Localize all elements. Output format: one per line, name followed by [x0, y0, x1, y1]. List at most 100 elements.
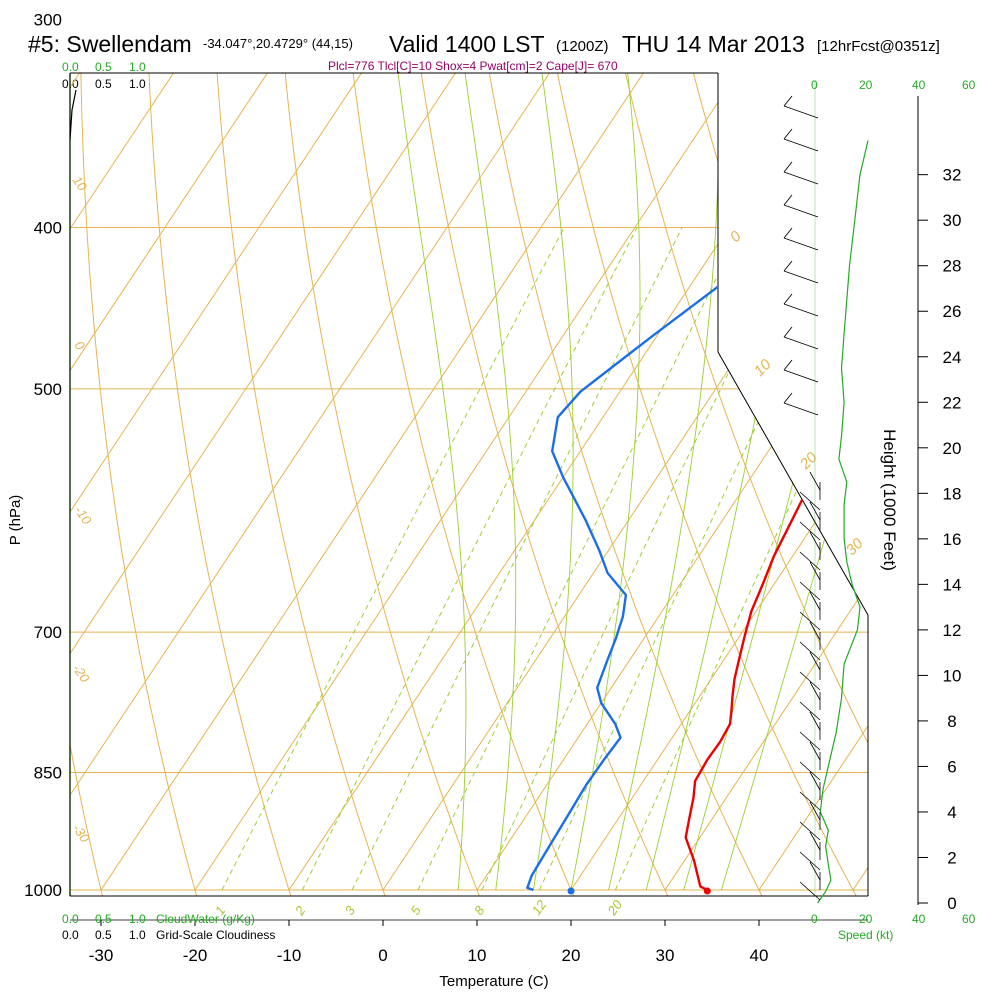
wind-barb — [783, 293, 819, 317]
wind-barb — [783, 194, 819, 218]
height-tick-10: 10 — [943, 666, 962, 685]
pressure-tick-500: 500 — [34, 380, 62, 399]
isotherm — [70, 73, 391, 891]
wind-barb — [799, 611, 821, 631]
isotherm-label: 0 — [727, 227, 745, 245]
isotherm — [758, 73, 868, 891]
wind-barb — [799, 551, 821, 571]
axes: 2503004005007008501000P (hPa)-30-20-1001… — [7, 11, 962, 990]
height-tick-24: 24 — [943, 348, 962, 367]
height-tick-8: 8 — [947, 712, 956, 731]
pressure-tick-850: 850 — [34, 763, 62, 782]
cloudwater-scale-bottom: 0.0 0.5 1.0 CloudWater (g/Kg) — [62, 912, 255, 926]
isotherm — [70, 73, 579, 891]
isotherm — [0, 0, 15, 890]
forecast-date: THU 14 Mar 2013 — [622, 31, 805, 57]
height-tick-32: 32 — [943, 166, 962, 185]
series-temperature — [684, 73, 868, 892]
height-tick-28: 28 — [943, 257, 962, 276]
speed-bot-20: 20 — [859, 912, 873, 926]
speed-label: Speed (kt) — [838, 928, 893, 942]
mixing-ratio-line — [614, 227, 868, 891]
wind-barb — [799, 701, 821, 721]
dry-adiabat — [520, 73, 868, 896]
height-tick-4: 4 — [947, 803, 956, 822]
wind-barb — [799, 731, 821, 751]
y2-axis-label: Height (1000 Feet) — [880, 429, 899, 571]
stability-indices: Plcl=776 Tlcl[C]=10 Shox=4 Pwat[cm]=2 Ca… — [328, 59, 618, 73]
dry-adiabat — [0, 0, 14, 925]
mixing-ratio-label: 8 — [471, 903, 488, 918]
height-tick-12: 12 — [943, 621, 962, 640]
isotherm — [194, 73, 861, 891]
wind-barb — [799, 821, 821, 841]
wind-barb — [799, 881, 821, 901]
temp-tick--20: -20 — [183, 946, 208, 965]
wind-barb — [809, 561, 821, 581]
speed-bot-0: 0 — [811, 912, 818, 926]
isotherm — [70, 73, 109, 891]
mixing-ratio-line — [481, 227, 800, 891]
wind-barb — [799, 761, 821, 781]
isotherm — [476, 73, 868, 891]
surface-temperature-dot — [703, 887, 711, 895]
temp-tick-0: 0 — [378, 946, 387, 965]
wind-barb — [809, 801, 821, 821]
isotherm — [70, 73, 485, 891]
height-tick-30: 30 — [943, 211, 962, 230]
wind-barb — [809, 501, 821, 521]
height-tick-0: 0 — [947, 894, 956, 913]
forecast-info: [12hrFcst@0351z] — [817, 38, 940, 55]
moist-adiabat — [517, 73, 574, 891]
speed-top-20: 20 — [859, 78, 873, 92]
wind-barb — [809, 531, 821, 551]
speed-scale: 0 20 40 60 0 20 40 60 Speed (kt) — [811, 78, 976, 942]
temp-tick-20: 20 — [562, 946, 581, 965]
mixing-ratio-label: 3 — [342, 903, 359, 918]
wind-barb — [799, 851, 821, 871]
wind-barb — [809, 711, 821, 731]
temp-tick-40: 40 — [750, 946, 769, 965]
temp-tick--30: -30 — [89, 946, 114, 965]
isotherm — [70, 73, 297, 891]
cl-top-2: 1.0 — [129, 77, 146, 91]
speed-top-60: 60 — [962, 78, 976, 92]
isotherm — [664, 73, 868, 891]
height-tick-2: 2 — [947, 848, 956, 867]
dry-adiabat — [395, 73, 683, 896]
y-axis-label: P (hPa) — [7, 495, 24, 546]
cloudwater-scale-top: 0.0 0.5 1.0 — [62, 60, 146, 74]
wind-barb — [809, 681, 821, 701]
moist-adiabat — [570, 73, 641, 891]
wind-barb — [783, 326, 819, 350]
wind-barb — [809, 861, 821, 881]
height-tick-22: 22 — [943, 393, 962, 412]
dry-adiabat-label: -20 — [70, 661, 94, 686]
moist-adiabat — [378, 73, 467, 891]
dry-adiabat — [207, 73, 397, 896]
isotherm — [852, 73, 868, 891]
cw-top-0: 0.0 — [62, 60, 79, 74]
wind-barb — [809, 741, 821, 761]
dry-adiabat — [458, 73, 778, 896]
isotherm-label: 10 — [751, 356, 775, 380]
zulu-time: (1200Z) — [556, 38, 609, 55]
cloudiness-label: Grid-Scale Cloudiness — [156, 928, 275, 942]
cloudiness-scale-bottom: 0.0 0.5 1.0 Grid-Scale Cloudiness — [62, 928, 275, 942]
temp-tick-10: 10 — [468, 946, 487, 965]
moist-adiabat — [645, 73, 814, 891]
moist-adiabat — [442, 73, 517, 891]
wind-barb — [783, 359, 819, 383]
dry-adiabat — [70, 73, 111, 896]
wind-barb — [783, 95, 819, 119]
isotherm — [70, 73, 203, 891]
dry-adiabat — [79, 73, 206, 896]
mixing-ratio-label: 12 — [529, 897, 550, 918]
wind-barb — [783, 227, 819, 251]
wind-barb — [799, 641, 821, 661]
station-location: -34.047°,20.4729° (44,15) — [203, 36, 353, 51]
cl-top-1: 0.5 — [95, 77, 112, 91]
station-title: #5: Swellendam — [28, 31, 192, 57]
wind-barb — [809, 621, 821, 641]
